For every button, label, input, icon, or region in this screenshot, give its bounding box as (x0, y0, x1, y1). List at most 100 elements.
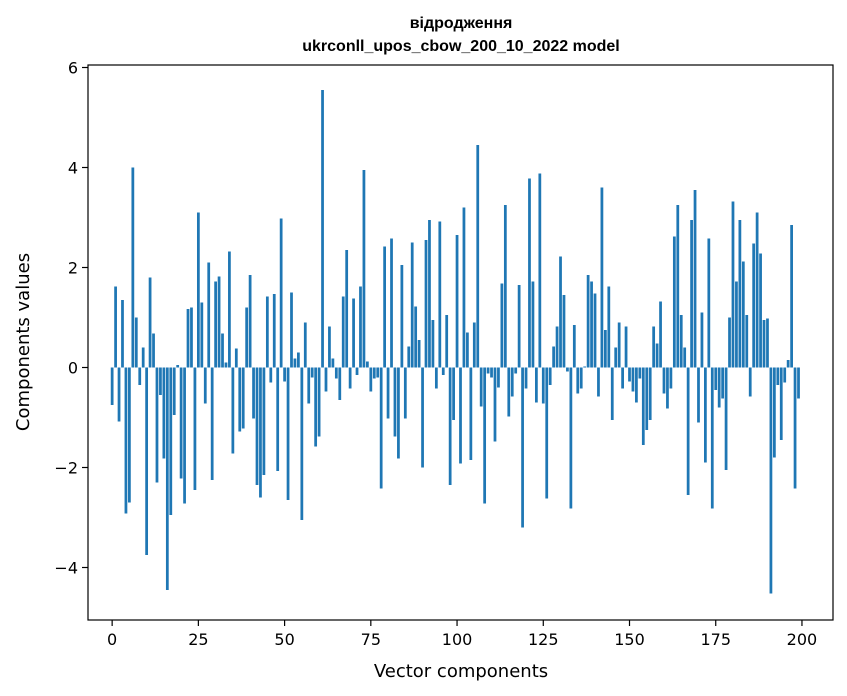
bar-169 (693, 190, 697, 368)
bar-60 (317, 367, 321, 437)
x-axis: 0 25 50 75 100 125 150 175 200 (107, 620, 817, 649)
bar-177 (721, 367, 725, 399)
bar-31 (217, 276, 221, 368)
bar-76 (372, 367, 376, 379)
bar-129 (555, 326, 559, 368)
bar-3 (121, 300, 124, 368)
x-tick-label-175: 175 (700, 630, 731, 649)
bar-190 (766, 318, 769, 368)
bar-65 (334, 367, 338, 379)
bar-17 (169, 367, 173, 515)
bar-137 (583, 366, 587, 368)
bar-74 (366, 361, 369, 368)
bar-155 (645, 367, 649, 430)
bar-118 (517, 285, 521, 368)
bar-126 (545, 367, 549, 499)
bar-99 (452, 367, 455, 420)
bar-63 (328, 326, 331, 368)
bar-187 (755, 212, 759, 368)
bar-64 (331, 358, 335, 368)
bar-140 (593, 293, 597, 368)
bar-14 (159, 367, 162, 395)
bar-71 (355, 367, 359, 375)
x-tick-label-150: 150 (614, 630, 645, 649)
bar-145 (610, 367, 614, 420)
bar-144 (607, 286, 611, 368)
bar-81 (390, 238, 393, 368)
x-tick-label-25: 25 (188, 630, 208, 649)
bar-45 (265, 296, 269, 368)
bar-5 (128, 367, 131, 503)
bar-109 (486, 367, 490, 374)
y-axis-label: Components values (13, 253, 34, 431)
bar-130 (559, 256, 562, 368)
bar-135 (576, 367, 580, 394)
bar-97 (445, 315, 449, 368)
bar-173 (707, 238, 711, 368)
bar-132 (566, 367, 569, 372)
bar-102 (462, 207, 466, 368)
bar-68 (345, 250, 349, 368)
bar-51 (286, 367, 290, 500)
bar-38 (241, 367, 245, 429)
bar-147 (617, 322, 621, 368)
bar-29 (210, 367, 214, 480)
bar-162 (669, 367, 673, 389)
bar-40 (248, 275, 252, 368)
bar-33 (224, 362, 228, 368)
bar-120 (524, 367, 528, 389)
bar-191 (769, 367, 773, 594)
bar-139 (590, 281, 593, 368)
bar-92 (428, 220, 431, 368)
bar-22 (186, 309, 190, 368)
bar-125 (541, 367, 545, 404)
bar-30 (214, 281, 217, 368)
bar-34 (228, 251, 231, 368)
bar-150 (628, 367, 631, 382)
bar-138 (586, 275, 590, 368)
bar-100 (455, 235, 459, 368)
bar-28 (207, 262, 211, 368)
bar-62 (324, 367, 328, 392)
bar-112 (497, 367, 500, 388)
bar-133 (569, 367, 573, 509)
bar-180 (731, 201, 735, 368)
bar-19 (176, 365, 180, 368)
bar-176 (717, 367, 721, 408)
bar-48 (276, 367, 280, 471)
bar-50 (283, 367, 286, 382)
bar-93 (431, 320, 435, 368)
bar-192 (772, 367, 776, 458)
bar-146 (614, 347, 618, 368)
bar-26 (200, 302, 204, 368)
bar-151 (631, 367, 635, 392)
bar-91 (424, 240, 428, 368)
bar-172 (704, 367, 707, 463)
bar-85 (403, 367, 407, 419)
bar-95 (438, 221, 442, 368)
bar-94 (434, 367, 438, 389)
bar-36 (234, 348, 238, 368)
bar-54 (297, 352, 300, 368)
bar-46 (269, 367, 273, 383)
bar-179 (728, 317, 731, 368)
bar-89 (417, 340, 421, 368)
bar-195 (783, 367, 787, 383)
bar-113 (500, 283, 504, 368)
bar-184 (745, 315, 749, 368)
y-tick-label-4: 4 (68, 159, 78, 178)
bar-42 (255, 367, 259, 485)
bar-103 (466, 332, 469, 368)
bar-105 (472, 322, 476, 368)
bar-104 (469, 367, 473, 460)
bar-156 (648, 367, 652, 420)
bar-58 (310, 367, 314, 378)
bar-148 (621, 367, 624, 389)
bar-4 (124, 367, 128, 514)
bar-154 (641, 367, 645, 445)
bar-53 (293, 358, 297, 368)
x-axis-label: Vector components (374, 661, 548, 682)
bar-166 (683, 347, 687, 368)
bar-128 (552, 346, 556, 368)
bar-183 (741, 261, 745, 368)
